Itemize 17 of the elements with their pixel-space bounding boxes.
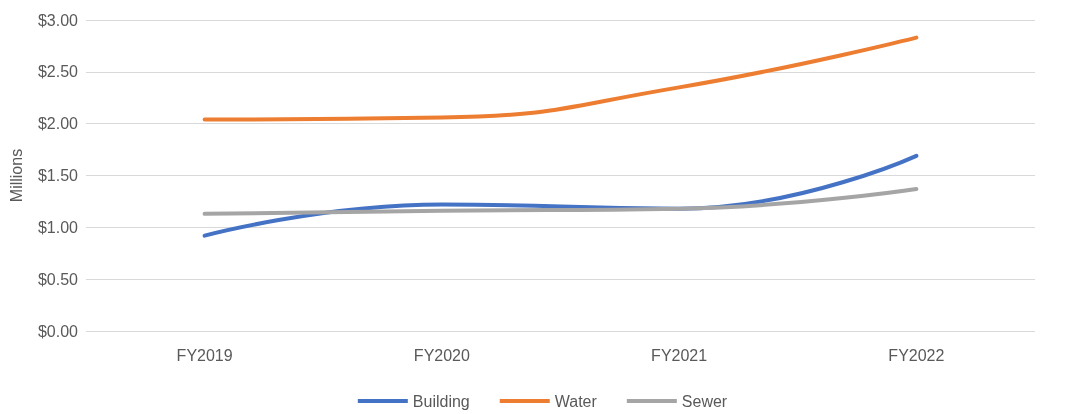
legend-label: Building: [412, 392, 470, 410]
y-tick-label: $3.00: [37, 11, 79, 29]
line-series: [202, 186, 919, 216]
legend-label: Water: [554, 392, 598, 410]
x-tick-label: FY2021: [651, 346, 708, 364]
y-tick-label: $1.50: [37, 167, 79, 184]
x-tick-label: FY2019: [176, 346, 233, 364]
legend-label: Sewer: [681, 392, 728, 410]
y-tick-label: $2.50: [37, 63, 79, 81]
y-axis-title: Millions: [7, 148, 25, 203]
y-tick-label: $2.00: [37, 115, 79, 133]
x-tick-label: FY2020: [413, 346, 470, 364]
y-tick-label: $1.00: [37, 218, 79, 236]
x-tick-label: FY2022: [888, 346, 945, 364]
line-series: [202, 35, 919, 122]
y-tick-label: $0.50: [37, 270, 79, 288]
y-tick-label: $0.00: [37, 322, 79, 340]
